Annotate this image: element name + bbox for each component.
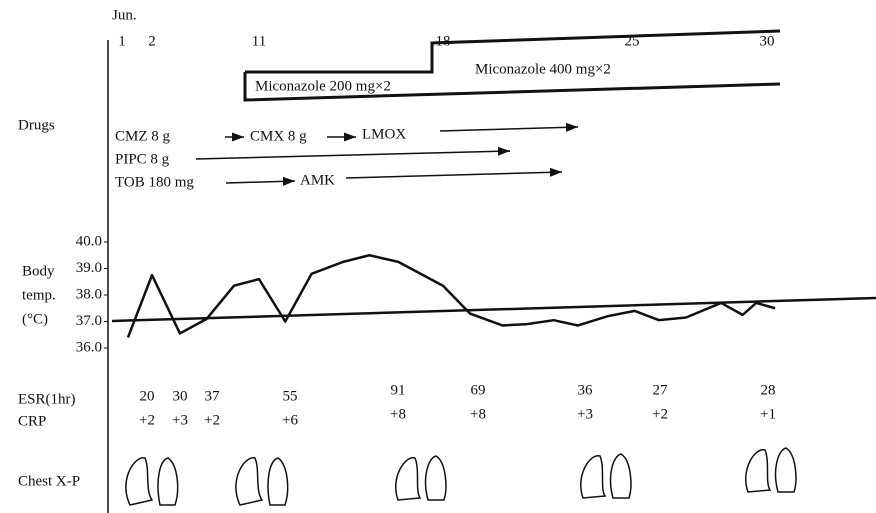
y-tick-label: 39.0 — [76, 260, 102, 276]
chest-label: Chest X-P — [18, 473, 80, 489]
esr-value: 36 — [578, 382, 594, 398]
arrow — [440, 127, 578, 131]
drug-text: LMOX — [362, 126, 406, 142]
crp-value: +3 — [172, 412, 188, 428]
x-tick-label: 2 — [148, 33, 156, 49]
x-tick-label: 1 — [118, 33, 126, 49]
x-tick-label: 30 — [760, 33, 775, 49]
x-tick-label: 18 — [436, 33, 451, 49]
crp-value: +1 — [760, 406, 776, 422]
clinical-course-chart: Jun. Drugs Miconazole 200 mg×2 Miconazol… — [0, 0, 876, 513]
esr-value: 20 — [140, 388, 155, 404]
x-tick-label: 11 — [252, 33, 266, 49]
temperature-line — [128, 255, 775, 337]
y-tick-label: 36.0 — [76, 339, 102, 355]
crp-value: +2 — [652, 406, 668, 422]
esr-value: 27 — [653, 382, 669, 398]
crp-value: +2 — [139, 412, 155, 428]
reference-line — [112, 298, 876, 321]
crp-value: +6 — [282, 412, 298, 428]
esr-value: 55 — [283, 388, 298, 404]
esr-value: 28 — [761, 382, 776, 398]
esr-value: 37 — [205, 388, 221, 404]
esr-value: 69 — [471, 382, 486, 398]
y-tick-label: 40.0 — [76, 233, 102, 249]
arrow — [226, 181, 295, 183]
crp-value: +3 — [577, 406, 593, 422]
arrow — [346, 172, 562, 178]
lung-sketches — [126, 448, 796, 505]
arrow — [196, 151, 510, 159]
esr-label: ESR(1hr) — [18, 391, 76, 407]
drug-text: Miconazole 200 mg×2 — [255, 78, 391, 94]
crp-value: +2 — [204, 412, 220, 428]
drug-text: AMK — [300, 172, 335, 188]
crp-value: +8 — [390, 406, 406, 422]
y-tick-label: 37.0 — [76, 313, 102, 329]
drug-text: PIPC 8 g — [115, 151, 170, 167]
y-axis-label: temp. — [22, 287, 56, 303]
drug-text: Miconazole 400 mg×2 — [475, 61, 611, 77]
drug-text: TOB 180 mg — [115, 174, 194, 190]
y-axis-label: Body — [22, 263, 55, 279]
drug-text: CMX 8 g — [250, 128, 307, 144]
y-axis-label: (°C) — [22, 311, 48, 327]
drugs-label: Drugs — [18, 117, 55, 133]
esr-value: 30 — [173, 388, 188, 404]
month-label: Jun. — [112, 7, 137, 23]
x-tick-label: 25 — [625, 33, 640, 49]
drug-text: CMZ 8 g — [115, 128, 171, 144]
crp-label: CRP — [18, 413, 46, 429]
y-tick-label: 38.0 — [76, 286, 102, 302]
esr-value: 91 — [391, 382, 406, 398]
crp-value: +8 — [470, 406, 486, 422]
